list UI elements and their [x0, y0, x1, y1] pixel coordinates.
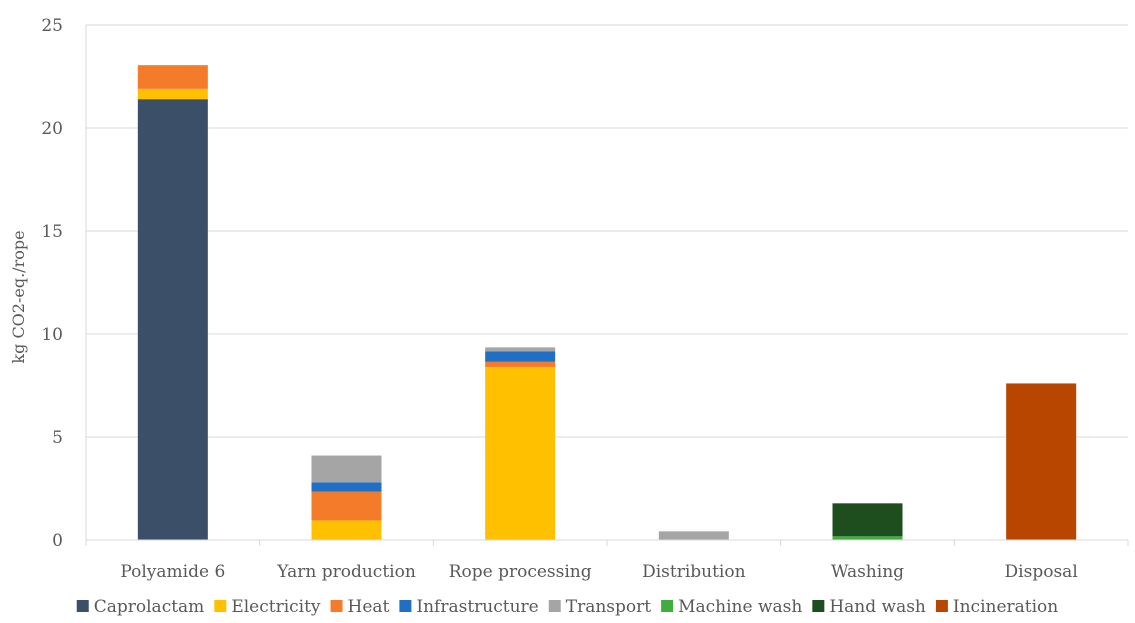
x-tick-label: Polyamide 6 — [120, 562, 225, 582]
gridlines — [86, 24, 1128, 438]
legend: Caprolactam Electricity Heat Infrastructure… — [76, 597, 1058, 617]
legend-label: Heat — [348, 597, 390, 617]
y-tick-label: 10 — [41, 325, 63, 345]
legend-item-electricity: Electricity — [214, 597, 321, 617]
x-tick-label: Washing — [831, 562, 904, 582]
legend-swatch — [76, 600, 89, 612]
legend-item-heat: Heat — [330, 597, 390, 617]
bar-segment-electricity — [485, 366, 556, 540]
y-tick-label: 0 — [52, 531, 63, 551]
legend-swatch — [330, 600, 343, 612]
legend-swatch — [812, 600, 825, 612]
y-tick-label: 5 — [52, 428, 63, 448]
bar-segment-caprolactam — [137, 99, 208, 540]
legend-item-machine-wash: Machine wash — [661, 597, 802, 617]
legend-label: Incineration — [953, 597, 1058, 617]
legend-item-infrastructure: Infrastructure — [399, 597, 539, 617]
bars — [137, 65, 1077, 540]
legend-label: Caprolactam — [94, 597, 205, 617]
bar-segment-electricity — [137, 88, 208, 100]
bar-segment-transport — [658, 531, 729, 540]
bar-segment-heat — [485, 361, 556, 367]
legend-label: Machine wash — [678, 597, 802, 617]
legend-label: Infrastructure — [416, 597, 538, 617]
bar-segment-heat — [311, 491, 382, 521]
y-tick-label: 15 — [41, 222, 63, 242]
legend-item-transport: Transport — [548, 597, 652, 617]
bar-segment-incineration — [1006, 383, 1077, 540]
bar-segment-infrastructure — [485, 351, 556, 362]
bar-segment-heat — [137, 65, 208, 89]
bar-segment-electricity — [311, 520, 382, 540]
legend-swatch — [548, 600, 561, 612]
legend-swatch — [935, 600, 948, 612]
x-tick-label: Distribution — [642, 562, 746, 582]
legend-item-caprolactam: Caprolactam — [76, 597, 205, 617]
bar-segment-hand-wash — [832, 503, 903, 537]
y-axis-title: kg CO2-eq./rope — [9, 230, 28, 363]
legend-item-hand-wash: Hand wash — [812, 597, 926, 617]
legend-label: Electricity — [231, 597, 321, 617]
x-tick-label: Rope processing — [449, 562, 592, 582]
x-tick-label: Yarn production — [276, 562, 416, 582]
legend-swatch — [399, 600, 412, 612]
bar-segment-machine-wash — [832, 536, 903, 540]
y-tick-label: 20 — [41, 119, 63, 139]
axes: 0 5 10 15 20 25 Polyamide 6 Yarn production Rope… — [41, 16, 1129, 582]
legend-label: Transport — [566, 597, 652, 617]
y-tick-label: 25 — [41, 16, 63, 36]
x-tick-label: Disposal — [1005, 562, 1078, 582]
legend-item-incineration: Incineration — [935, 597, 1058, 617]
bar-segment-transport — [311, 455, 382, 483]
legend-swatch — [214, 600, 227, 612]
legend-label: Hand wash — [829, 597, 926, 617]
legend-swatch — [661, 600, 674, 612]
bar-segment-transport — [485, 347, 556, 352]
bar-segment-infrastructure — [311, 482, 382, 492]
